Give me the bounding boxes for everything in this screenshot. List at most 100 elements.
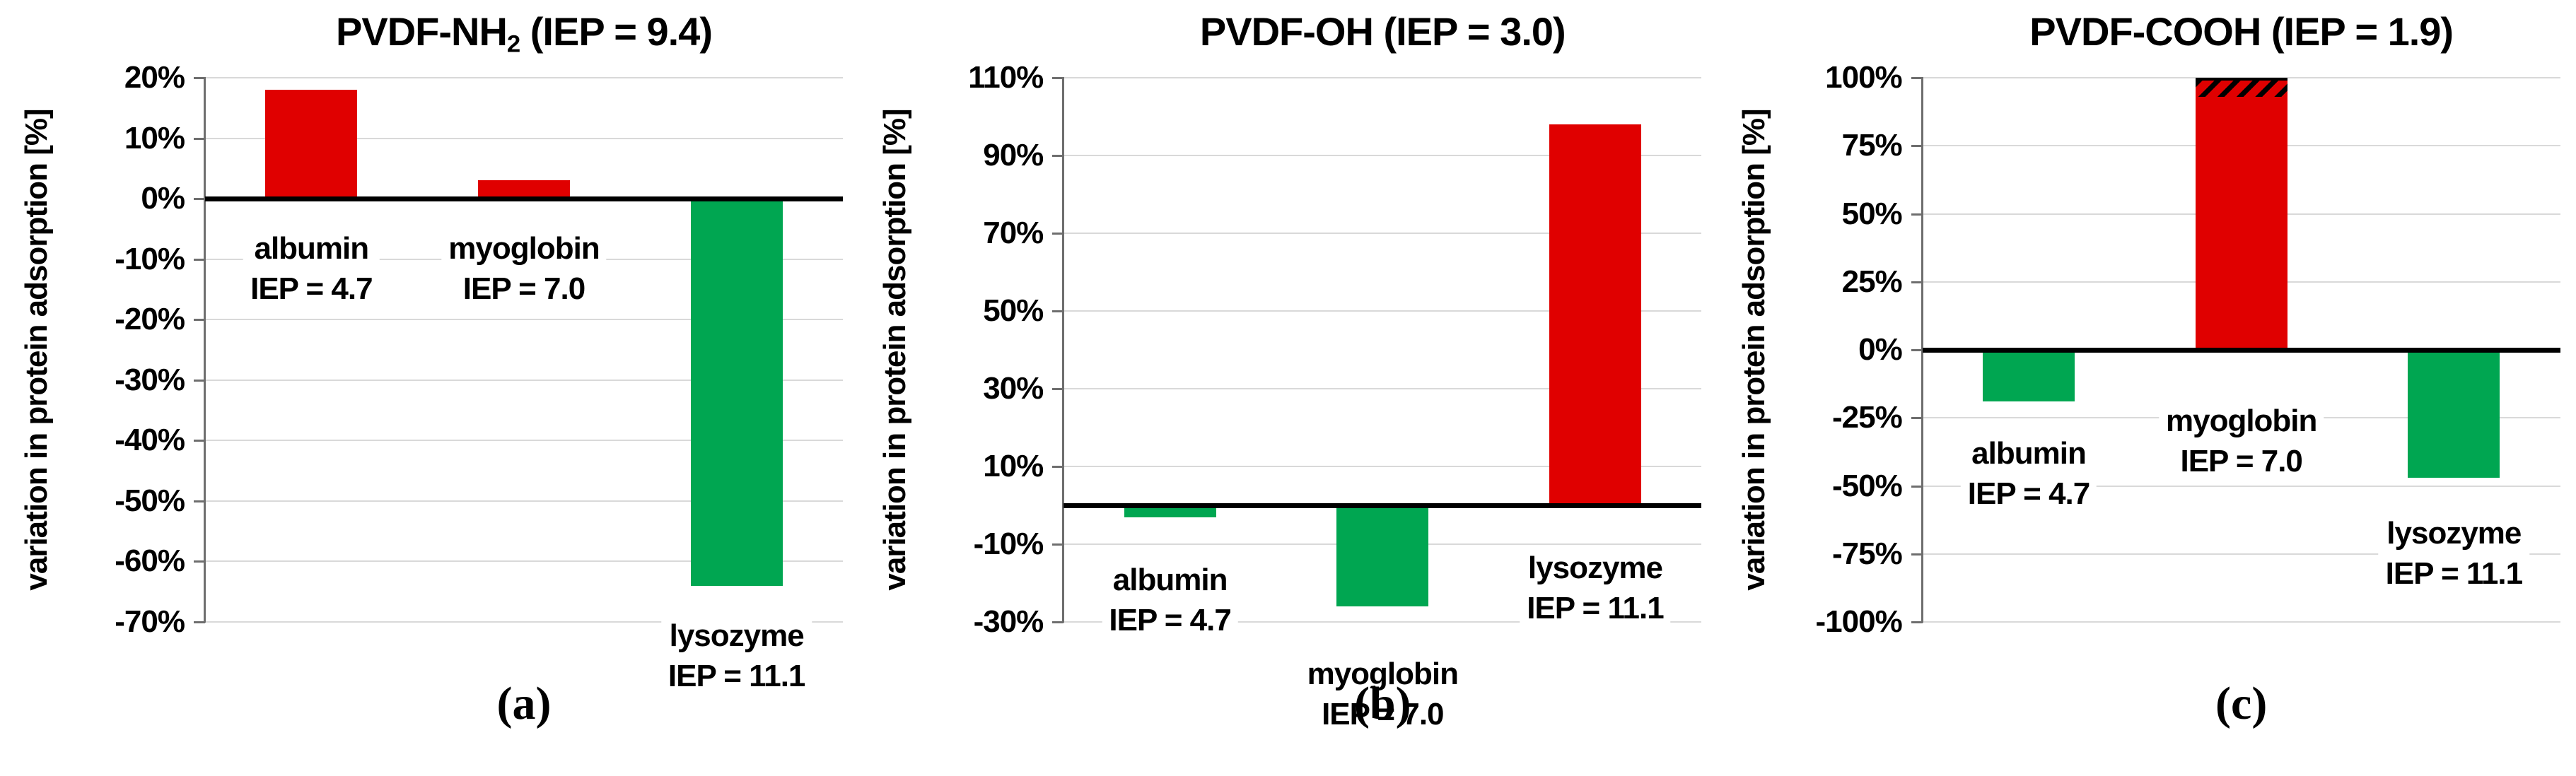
- protein-iep: IEP = 11.1: [1527, 591, 1664, 626]
- y-tick-label: -75%: [1831, 536, 1903, 571]
- protein-name: myoglobin: [448, 231, 600, 266]
- bar-myoglobin: [2195, 78, 2287, 350]
- category-label-albumin: albumin IEP = 4.7: [1960, 432, 2097, 516]
- protein-iep: IEP = 11.1: [668, 658, 805, 693]
- axis-tick: [194, 319, 205, 322]
- y-tick-label: -20%: [115, 302, 185, 337]
- off-scale-hatch: [2195, 78, 2287, 97]
- panel-caption: (b): [1353, 678, 1411, 729]
- y-tick-label: -40%: [115, 423, 185, 458]
- y-tick-label: 30%: [983, 371, 1044, 406]
- y-tick-label: 0%: [141, 181, 185, 216]
- y-tick-label: -25%: [1831, 400, 1903, 435]
- chart-title: PVDF-NH2 (IEP = 9.4): [205, 8, 843, 59]
- y-tick-label: 10%: [124, 120, 185, 155]
- y-axis-line: [204, 77, 206, 623]
- axis-tick: [1052, 543, 1064, 546]
- axis-tick: [1911, 349, 1923, 351]
- y-tick-label: -70%: [115, 604, 185, 639]
- y-tick-label: -100%: [1815, 604, 1903, 639]
- chart-title: PVDF-OH (IEP = 3.0): [1063, 8, 1701, 59]
- y-tick-label: 50%: [983, 293, 1044, 328]
- protein-name: albumin: [254, 231, 369, 266]
- axis-tick: [194, 379, 205, 382]
- bar-albumin: [1983, 350, 2075, 402]
- chart-pvdf-nh2: PVDF-NH2 (IEP = 9.4) variation in protein…: [0, 0, 859, 776]
- bar-lysozyme: [690, 199, 783, 586]
- chart-title: PVDF-COOH (IEP = 1.9): [1923, 8, 2560, 59]
- y-tick-label: -50%: [1831, 468, 1903, 503]
- bar-lysozyme: [2408, 350, 2500, 478]
- panel-caption: (c): [2215, 678, 2268, 729]
- protein-iep: IEP = 7.0: [1322, 697, 1444, 732]
- y-tick-label: 70%: [983, 216, 1044, 250]
- gridline: [205, 500, 843, 502]
- zero-baseline: [205, 196, 843, 202]
- protein-name: lysozyme: [1527, 551, 1663, 585]
- category-label-myoglobin: myoglobin IEP = 7.0: [441, 227, 607, 311]
- gridline: [1063, 388, 1702, 389]
- category-label-albumin: albumin IEP = 4.7: [243, 227, 380, 311]
- bar-lysozyme: [1549, 124, 1641, 505]
- category-label-lysozyme: lysozyme IEP = 11.1: [1520, 546, 1671, 630]
- axis-tick: [1052, 621, 1064, 623]
- axis-tick: [1911, 77, 1923, 79]
- axis-tick: [1052, 77, 1064, 79]
- axis-tick: [1052, 466, 1064, 468]
- protein-name: lysozyme: [2386, 515, 2522, 551]
- y-tick-label: 110%: [968, 60, 1044, 95]
- category-label-lysozyme: lysozyme IEP = 11.1: [660, 613, 812, 698]
- bar-myoglobin: [478, 180, 570, 199]
- axis-tick: [1911, 145, 1923, 148]
- axis-tick: [1911, 213, 1923, 216]
- chart-title-subscript: 2: [506, 30, 520, 58]
- bar-myoglobin: [1336, 505, 1429, 606]
- axis-tick: [1911, 281, 1923, 283]
- y-axis-line: [1062, 77, 1065, 623]
- axis-tick: [1911, 621, 1923, 623]
- y-tick-label: 10%: [983, 449, 1044, 483]
- gridline: [1063, 466, 1702, 467]
- y-tick-label: -10%: [973, 527, 1044, 561]
- y-tick-label: -30%: [973, 604, 1044, 639]
- axis-tick: [194, 621, 205, 623]
- axis-tick: [194, 137, 205, 140]
- chart-title-text: (IEP = 9.4): [520, 9, 713, 54]
- protein-name: lysozyme: [669, 618, 805, 653]
- y-tick-label: 20%: [124, 60, 185, 95]
- gridline: [1922, 485, 2560, 487]
- gridline: [205, 137, 843, 139]
- protein-iep: IEP = 7.0: [462, 271, 585, 307]
- y-tick-label: 50%: [1841, 196, 1903, 231]
- gridline: [205, 319, 843, 321]
- protein-name: myoglobin: [1307, 657, 1459, 691]
- protein-iep: IEP = 4.7: [1967, 476, 2090, 512]
- protein-iep: IEP = 4.7: [1109, 602, 1231, 637]
- axis-tick: [194, 560, 205, 563]
- zero-baseline: [1063, 503, 1702, 508]
- chart-title-text: PVDF-COOH (IEP = 1.9): [2029, 9, 2454, 54]
- axis-tick: [194, 440, 205, 442]
- bar-albumin: [265, 90, 358, 199]
- axis-tick: [1052, 310, 1064, 312]
- y-tick-label: -30%: [115, 362, 185, 397]
- protein-iep: IEP = 11.1: [2385, 556, 2523, 592]
- gridline: [205, 77, 843, 78]
- gridline: [205, 440, 843, 442]
- bar-albumin: [1124, 505, 1216, 517]
- y-tick-label: -50%: [115, 483, 185, 518]
- gridline: [1063, 310, 1702, 312]
- category-label-lysozyme: lysozyme IEP = 11.1: [2378, 511, 2530, 596]
- protein-iep: IEP = 4.7: [250, 271, 373, 307]
- gridline: [1063, 621, 1702, 623]
- gridline: [1922, 621, 2560, 623]
- y-tick-label: -10%: [115, 241, 185, 276]
- y-axis-line: [1921, 77, 1923, 623]
- axis-tick: [1911, 485, 1923, 488]
- y-tick-label: 0%: [1858, 332, 1903, 367]
- protein-iep: IEP = 7.0: [2180, 444, 2302, 479]
- axis-tick: [1911, 553, 1923, 555]
- chart-title-text: PVDF-OH (IEP = 3.0): [1199, 9, 1566, 54]
- y-tick-label: 90%: [983, 138, 1044, 172]
